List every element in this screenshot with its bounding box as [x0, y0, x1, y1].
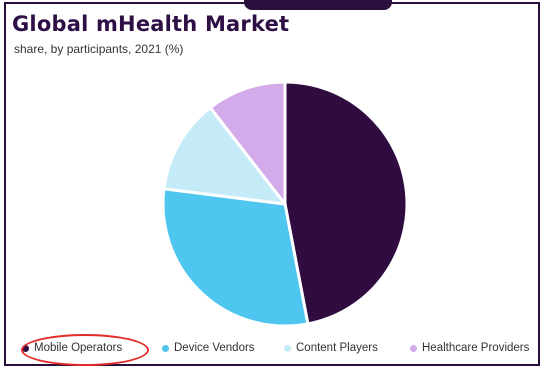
legend-label-content-players: Content Players — [296, 342, 378, 354]
legend-item-device-vendors: Device Vendors — [162, 342, 255, 354]
legend-item-content-players: Content Players — [284, 342, 378, 354]
pie-slice-device-vendors — [161, 187, 310, 328]
chart-legend: Mobile Operators Device Vendors Content … — [22, 342, 542, 358]
pie-slice-mobile-operators — [283, 80, 409, 326]
legend-label-device-vendors: Device Vendors — [174, 342, 255, 354]
legend-swatch-healthcare-providers — [410, 344, 417, 352]
legend-label-mobile-operators: Mobile Operators — [34, 342, 123, 354]
legend-swatch-mobile-operators — [22, 344, 29, 352]
legend-item-healthcare-providers: Healthcare Providers — [410, 342, 529, 354]
chart-subtitle: share, by participants, 2021 (%) — [14, 42, 184, 56]
legend-swatch-content-players — [284, 344, 291, 352]
pie-slice-healthcare-providers — [208, 80, 287, 206]
chart-title: Global mHealth Market — [12, 12, 290, 36]
legend-label-healthcare-providers: Healthcare Providers — [422, 342, 530, 354]
legend-swatch-device-vendors — [162, 344, 169, 352]
pie-slice-content-players — [162, 106, 287, 206]
frame-top-tab — [244, 0, 392, 10]
legend-item-mobile-operators: Mobile Operators — [22, 342, 122, 354]
